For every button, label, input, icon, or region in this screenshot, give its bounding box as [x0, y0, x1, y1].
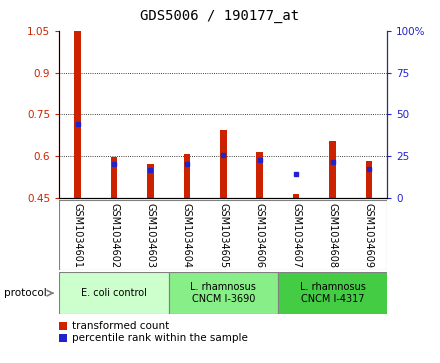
Text: L. rhamnosus
CNCM I-3690: L. rhamnosus CNCM I-3690	[191, 282, 256, 304]
Text: GSM1034607: GSM1034607	[291, 203, 301, 268]
Bar	[329, 141, 336, 198]
Bar	[147, 164, 154, 198]
Bar	[59, 272, 169, 314]
Bar	[183, 154, 190, 198]
Text: GSM1034601: GSM1034601	[73, 203, 83, 268]
Text: E. coli control: E. coli control	[81, 288, 147, 298]
Text: GSM1034606: GSM1034606	[255, 203, 265, 268]
Bar	[293, 194, 300, 198]
Text: GDS5006 / 190177_at: GDS5006 / 190177_at	[140, 9, 300, 23]
Text: GSM1034604: GSM1034604	[182, 203, 192, 268]
Text: GSM1034608: GSM1034608	[327, 203, 337, 268]
Bar	[366, 161, 372, 198]
Text: protocol: protocol	[4, 288, 47, 298]
Bar	[169, 272, 278, 314]
Bar	[111, 157, 117, 198]
Bar	[220, 130, 227, 198]
Bar	[74, 31, 81, 198]
Bar	[257, 152, 263, 198]
Bar	[278, 272, 387, 314]
Text: GSM1034609: GSM1034609	[364, 203, 374, 268]
Text: GSM1034603: GSM1034603	[146, 203, 155, 268]
Text: transformed count: transformed count	[72, 321, 169, 331]
Text: GSM1034605: GSM1034605	[218, 203, 228, 268]
Text: GSM1034602: GSM1034602	[109, 203, 119, 268]
Text: percentile rank within the sample: percentile rank within the sample	[72, 333, 248, 343]
Text: L. rhamnosus
CNCM I-4317: L. rhamnosus CNCM I-4317	[300, 282, 366, 304]
